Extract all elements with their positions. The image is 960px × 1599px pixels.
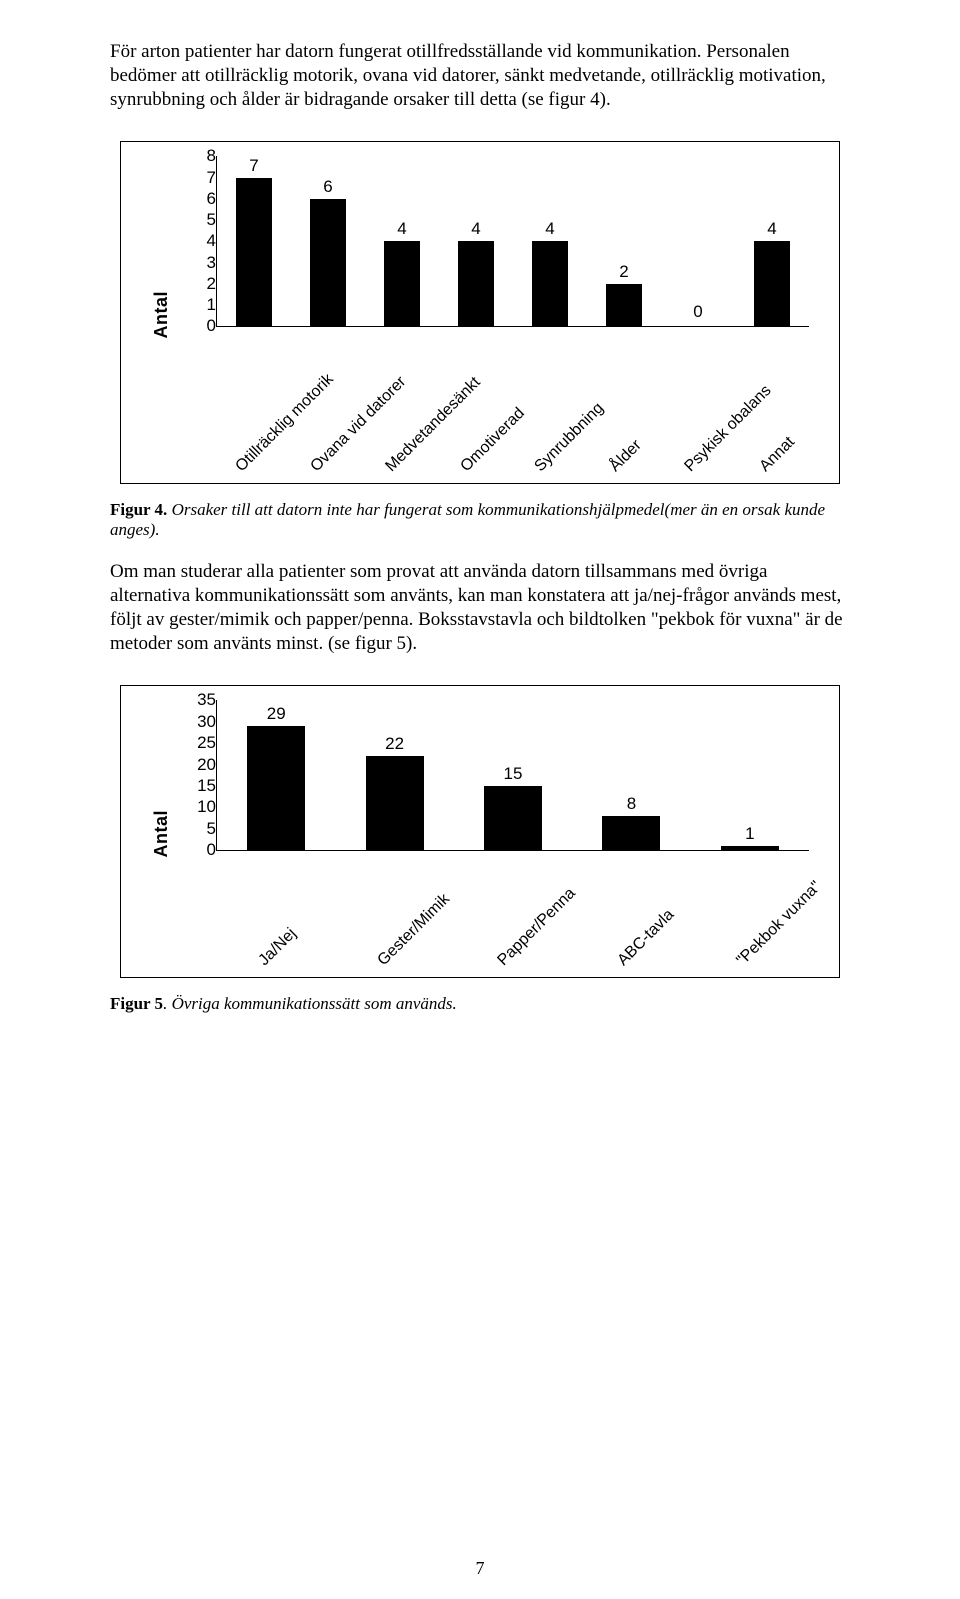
bar-value-label: 4 bbox=[384, 219, 420, 241]
xtick-label: Papper/Penna bbox=[450, 857, 570, 967]
ytick-label: 5 bbox=[207, 210, 216, 230]
chart-figure-5: Antal 35302520151050 29221581 Ja/NejGest… bbox=[120, 685, 840, 978]
caption2-bold: Figur 5 bbox=[110, 994, 163, 1013]
page: För arton patienter har datorn fungerat … bbox=[0, 0, 960, 1599]
bar: 7 bbox=[236, 178, 272, 327]
bar-slot: 0 bbox=[661, 325, 735, 326]
xtick-label: Psykisk obalans bbox=[660, 333, 735, 473]
chart1-plot: 76444204 bbox=[216, 156, 809, 327]
ytick-label: 10 bbox=[197, 797, 216, 817]
bar-slot: 22 bbox=[335, 756, 453, 850]
xtick-label: Gester/Mimik bbox=[331, 857, 451, 967]
page-number: 7 bbox=[0, 1558, 960, 1579]
ytick-label: 20 bbox=[197, 755, 216, 775]
bar: 29 bbox=[247, 726, 305, 850]
xtick-label: Otillräcklig motorik bbox=[211, 333, 286, 473]
bar: 1 bbox=[721, 846, 779, 850]
xtick-label: Ja/Nej bbox=[211, 857, 331, 967]
bar-value-label: 0 bbox=[680, 302, 716, 324]
chart2-plot: 29 22 15 8 1 bbox=[216, 700, 809, 851]
bar-slot: 6 bbox=[291, 199, 365, 327]
chart2-ylabel: Antal bbox=[151, 810, 172, 858]
bar: 4 bbox=[754, 241, 790, 326]
bar-value-label: 1 bbox=[721, 824, 779, 846]
caption1-italic: Orsaker till att datorn inte har fungera… bbox=[110, 500, 825, 539]
xtick-label: Omotiverad bbox=[435, 333, 510, 473]
chart1-ylabel: Antal bbox=[151, 291, 172, 339]
bar: 0 bbox=[680, 325, 716, 326]
chart1-yticks: 876543210 bbox=[182, 156, 216, 326]
bar-value-label: 22 bbox=[366, 734, 424, 756]
ytick-label: 35 bbox=[197, 690, 216, 710]
ytick-label: 4 bbox=[207, 231, 216, 251]
bar-value-label: 15 bbox=[484, 764, 542, 786]
ytick-label: 30 bbox=[197, 712, 216, 732]
paragraph-2: Om man studerar alla patienter som prova… bbox=[110, 560, 850, 655]
caption-figure-4: Figur 4. Orsaker till att datorn inte ha… bbox=[110, 500, 850, 540]
chart1-xlabels: Otillräcklig motorikOvana vid datorerMed… bbox=[211, 333, 809, 473]
bar-value-label: 7 bbox=[236, 156, 272, 178]
paragraph-1: För arton patienter har datorn fungerat … bbox=[110, 40, 850, 111]
bar-slot: 4 bbox=[439, 241, 513, 326]
ytick-label: 15 bbox=[197, 776, 216, 796]
ytick-label: 7 bbox=[207, 168, 216, 188]
bar: 6 bbox=[310, 199, 346, 327]
bar-value-label: 8 bbox=[602, 794, 660, 816]
bar: 4 bbox=[458, 241, 494, 326]
bar: 4 bbox=[384, 241, 420, 326]
bar-slot: 29 bbox=[217, 726, 335, 850]
ytick-label: 2 bbox=[207, 274, 216, 294]
ytick-label: 25 bbox=[197, 733, 216, 753]
ytick-label: 5 bbox=[207, 819, 216, 839]
bar-value-label: 29 bbox=[247, 704, 305, 726]
chart2-yticks: 35302520151050 bbox=[182, 700, 216, 850]
chart-figure-4: Antal 876543210 76444204 Otillräcklig mo… bbox=[120, 141, 840, 484]
xtick-label: ABC-tavla bbox=[570, 857, 690, 967]
caption2-italic: . Övriga kommunikationssätt som används. bbox=[163, 994, 457, 1013]
caption-figure-5: Figur 5. Övriga kommunikationssätt som a… bbox=[110, 994, 850, 1014]
bar: 15 bbox=[484, 786, 542, 850]
bar-value-label: 4 bbox=[532, 219, 568, 241]
bar-slot: 4 bbox=[735, 241, 809, 326]
bar-slot: 15 bbox=[454, 786, 572, 850]
bar-slot: 4 bbox=[365, 241, 439, 326]
bar: 2 bbox=[606, 284, 642, 327]
bar: 22 bbox=[366, 756, 424, 850]
caption1-bold: Figur 4. bbox=[110, 500, 167, 519]
bar-slot: 2 bbox=[587, 284, 661, 327]
bar-slot: 1 bbox=[691, 846, 809, 850]
xtick-label: "Pekbok vuxna" bbox=[689, 857, 809, 967]
ytick-label: 6 bbox=[207, 189, 216, 209]
xtick-label: Medvetandesänkt bbox=[361, 333, 436, 473]
ytick-label: 8 bbox=[207, 146, 216, 166]
chart2-xlabels: Ja/NejGester/MimikPapper/PennaABC-tavla"… bbox=[211, 857, 809, 967]
bar-value-label: 4 bbox=[754, 219, 790, 241]
bar: 8 bbox=[602, 816, 660, 850]
ytick-label: 3 bbox=[207, 253, 216, 273]
xtick-label: Synrubbning bbox=[510, 333, 585, 473]
bar-value-label: 6 bbox=[310, 177, 346, 199]
bar-slot: 4 bbox=[513, 241, 587, 326]
bar-value-label: 4 bbox=[458, 219, 494, 241]
xtick-label: Ålder bbox=[585, 333, 660, 473]
bar-slot: 7 bbox=[217, 178, 291, 327]
xtick-label: Ovana vid datorer bbox=[286, 333, 361, 473]
bar-value-label: 2 bbox=[606, 262, 642, 284]
ytick-label: 1 bbox=[207, 295, 216, 315]
bar: 4 bbox=[532, 241, 568, 326]
bar-slot: 8 bbox=[572, 816, 690, 850]
xtick-label: Annat bbox=[734, 333, 809, 473]
